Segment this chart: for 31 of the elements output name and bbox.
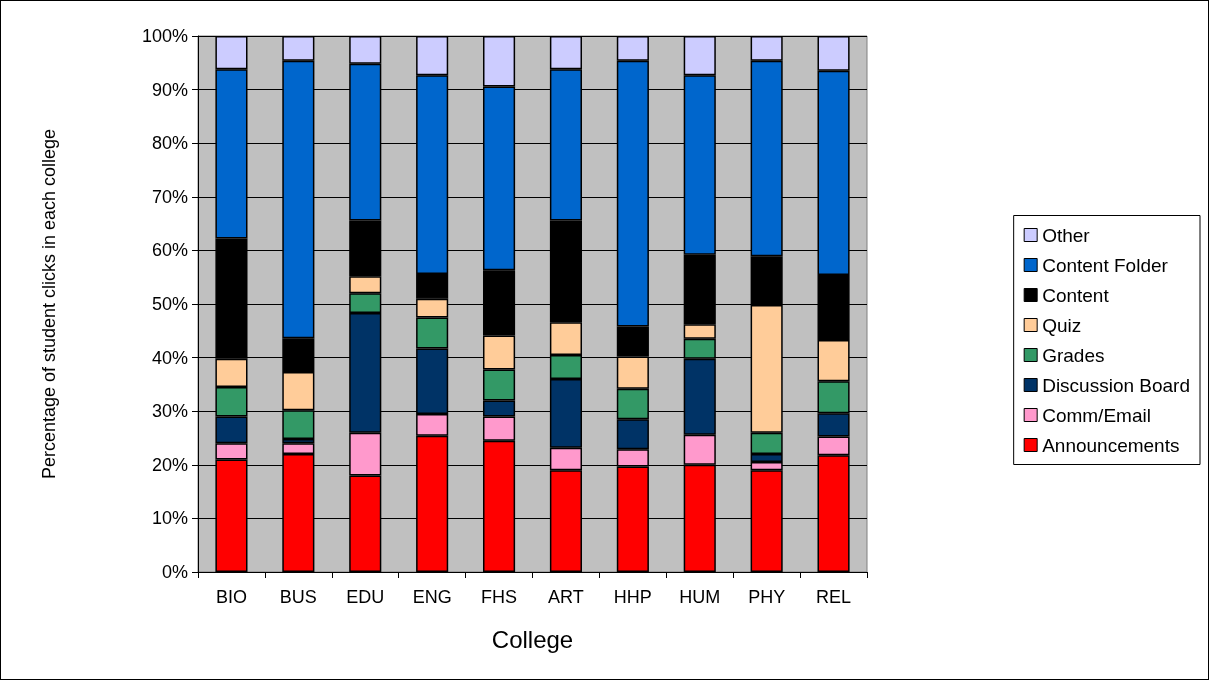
y-axis-title: Percentage of student clicks in each college xyxy=(39,128,59,480)
y-tick-label: 0% xyxy=(161,562,188,582)
y-tick-label: 50% xyxy=(151,294,188,314)
x-tick-label: ART xyxy=(548,587,584,607)
legend-label: Quiz xyxy=(1042,314,1082,336)
y-tick-label: 80% xyxy=(151,133,188,154)
y-tick-label: 40% xyxy=(151,347,188,368)
legend-label: Content xyxy=(1042,284,1110,306)
x-tick-label: ENG xyxy=(412,587,452,607)
legend-label: Other xyxy=(1042,224,1091,246)
x-tick-label: BUS xyxy=(279,587,317,607)
y-tick-label: 60% xyxy=(151,240,188,261)
x-tick-label: REL xyxy=(816,587,852,607)
y-tick-label: 30% xyxy=(151,401,188,422)
y-tick-label: 10% xyxy=(151,508,188,529)
y-tick-label: 100% xyxy=(141,26,188,46)
x-axis-title: College xyxy=(491,625,574,653)
x-tick-label: FHS xyxy=(481,587,518,607)
legend-label: Content Folder xyxy=(1042,254,1169,276)
y-tick-label: 20% xyxy=(151,454,188,475)
x-tick-label: BIO xyxy=(215,587,247,607)
x-tick-label: HUM xyxy=(679,587,721,607)
x-tick-label: HHP xyxy=(613,587,652,607)
x-tick-label: PHY xyxy=(748,587,786,607)
x-tick-label: EDU xyxy=(346,587,385,607)
legend-label: Comm/Email xyxy=(1042,404,1151,426)
legend-label: Grades xyxy=(1042,344,1105,366)
legend-label: Announcements xyxy=(1042,434,1180,456)
y-tick-label: 90% xyxy=(151,79,188,100)
legend-label: Discussion Board xyxy=(1042,374,1190,396)
y-tick-label: 70% xyxy=(151,186,188,207)
